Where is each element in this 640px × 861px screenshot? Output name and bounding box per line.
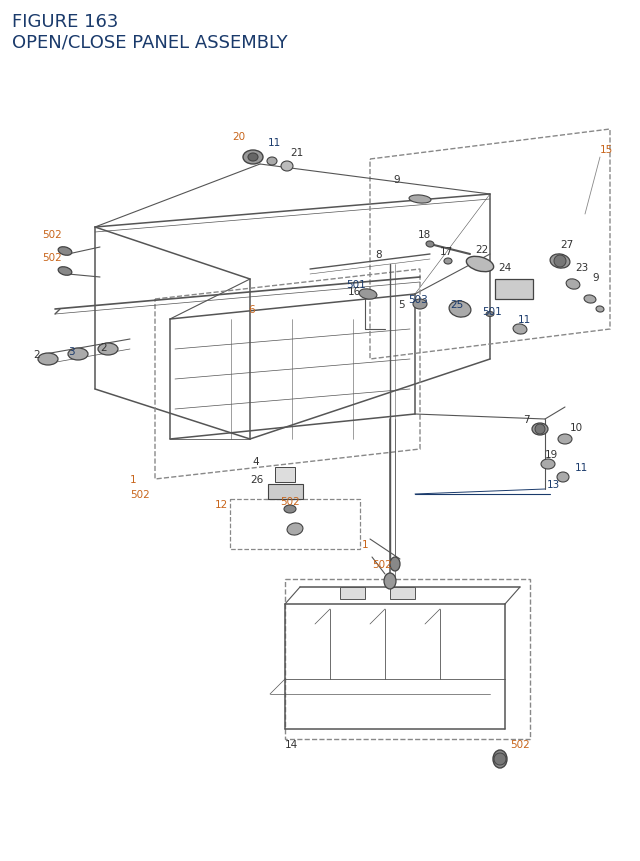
Text: FIGURE 163: FIGURE 163 xyxy=(12,13,118,31)
Ellipse shape xyxy=(486,313,494,317)
Text: 502: 502 xyxy=(280,497,300,506)
Text: 502: 502 xyxy=(130,489,150,499)
Ellipse shape xyxy=(413,300,427,310)
Text: 15: 15 xyxy=(600,145,613,155)
Ellipse shape xyxy=(558,435,572,444)
Text: 17: 17 xyxy=(440,247,453,257)
Text: 16: 16 xyxy=(348,287,361,297)
Text: 9: 9 xyxy=(393,175,399,185)
Text: 501: 501 xyxy=(346,280,365,289)
Bar xyxy=(275,468,295,482)
Bar xyxy=(340,587,365,599)
Ellipse shape xyxy=(359,289,377,300)
Ellipse shape xyxy=(287,523,303,536)
Ellipse shape xyxy=(384,573,396,589)
Circle shape xyxy=(535,424,545,435)
Text: 5: 5 xyxy=(398,300,404,310)
Text: 502: 502 xyxy=(510,739,530,749)
Text: 1: 1 xyxy=(130,474,136,485)
Text: 502: 502 xyxy=(42,230,61,239)
Text: 12: 12 xyxy=(215,499,228,510)
Text: OPEN/CLOSE PANEL ASSEMBLY: OPEN/CLOSE PANEL ASSEMBLY xyxy=(12,33,287,51)
Bar xyxy=(390,587,415,599)
Ellipse shape xyxy=(243,151,263,164)
Ellipse shape xyxy=(493,750,507,768)
Ellipse shape xyxy=(58,268,72,276)
Circle shape xyxy=(494,753,506,765)
Ellipse shape xyxy=(58,247,72,256)
Text: 2: 2 xyxy=(100,343,107,353)
Ellipse shape xyxy=(426,242,434,248)
Text: 503: 503 xyxy=(408,294,428,305)
Text: 27: 27 xyxy=(560,239,573,250)
Text: 8: 8 xyxy=(375,250,381,260)
Ellipse shape xyxy=(390,557,400,572)
Ellipse shape xyxy=(444,258,452,264)
Text: 3: 3 xyxy=(68,347,75,356)
Text: 11: 11 xyxy=(575,462,588,473)
Text: 13: 13 xyxy=(547,480,560,489)
Ellipse shape xyxy=(513,325,527,335)
Ellipse shape xyxy=(98,344,118,356)
Text: 7: 7 xyxy=(523,414,530,424)
Ellipse shape xyxy=(532,424,548,436)
Text: 4: 4 xyxy=(252,456,259,467)
Ellipse shape xyxy=(566,280,580,290)
Ellipse shape xyxy=(584,295,596,304)
Text: 10: 10 xyxy=(570,423,583,432)
Text: 2: 2 xyxy=(33,350,40,360)
Text: 23: 23 xyxy=(575,263,588,273)
Circle shape xyxy=(554,256,566,268)
Text: 20: 20 xyxy=(232,132,245,142)
Text: 14: 14 xyxy=(285,739,298,749)
Text: 11: 11 xyxy=(518,314,531,325)
Text: 1: 1 xyxy=(362,539,369,549)
Text: 21: 21 xyxy=(290,148,303,158)
Text: 18: 18 xyxy=(418,230,431,239)
Text: 501: 501 xyxy=(482,307,502,317)
Text: 502: 502 xyxy=(372,560,392,569)
Bar xyxy=(495,280,533,300)
Ellipse shape xyxy=(267,158,277,166)
Text: 19: 19 xyxy=(545,449,558,460)
Text: 502: 502 xyxy=(42,253,61,263)
Bar xyxy=(268,485,303,499)
Text: 25: 25 xyxy=(450,300,463,310)
Ellipse shape xyxy=(596,307,604,313)
Ellipse shape xyxy=(68,349,88,361)
Text: 11: 11 xyxy=(268,138,281,148)
Ellipse shape xyxy=(467,257,493,272)
Ellipse shape xyxy=(449,301,471,318)
Ellipse shape xyxy=(541,460,555,469)
Ellipse shape xyxy=(550,255,570,269)
Ellipse shape xyxy=(38,354,58,366)
Text: 22: 22 xyxy=(475,245,488,255)
Ellipse shape xyxy=(281,162,293,172)
Text: 24: 24 xyxy=(498,263,511,273)
Ellipse shape xyxy=(248,154,258,162)
Text: 6: 6 xyxy=(248,305,255,314)
Text: 9: 9 xyxy=(592,273,598,282)
Ellipse shape xyxy=(284,505,296,513)
Ellipse shape xyxy=(409,195,431,204)
Ellipse shape xyxy=(557,473,569,482)
Text: 26: 26 xyxy=(250,474,263,485)
